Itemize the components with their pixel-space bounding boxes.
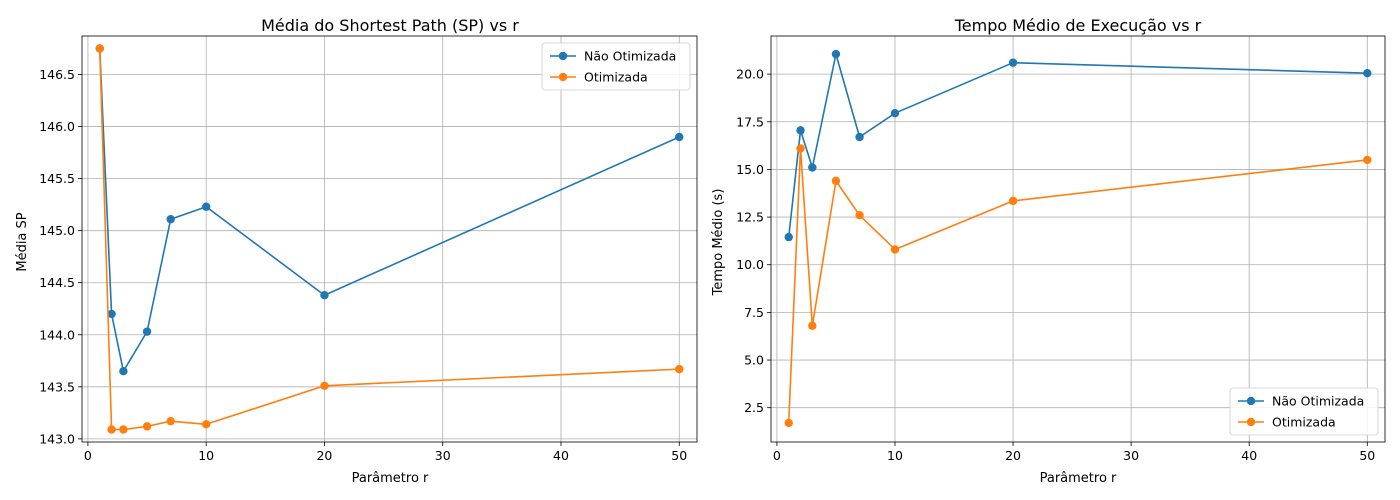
series-line (98, 48, 680, 373)
chart-exec-time: Tempo Médio de Execução vs r Parâmetro r… (711, 16, 1386, 486)
axes-frame (770, 35, 1386, 443)
y-tick-label: 143.0 (39, 431, 75, 446)
legend-label: Não Otimizada (584, 49, 676, 64)
data-point (890, 245, 900, 254)
legend-marker (558, 72, 568, 82)
data-point (675, 132, 684, 142)
data-point (201, 420, 211, 429)
data-point (142, 327, 152, 336)
series-1 (784, 144, 1372, 428)
chart-title: Média do Shortest Path (SP) vs r (261, 16, 519, 35)
legend-marker (1246, 417, 1256, 427)
data-point (119, 367, 128, 376)
legend-marker (1246, 396, 1256, 406)
x-axis-label: Parâmetro r (352, 471, 429, 486)
y-tick-label: 12.5 (736, 210, 764, 225)
legend: Não Otimizada Otimizada (1229, 387, 1379, 436)
data-point (831, 176, 841, 186)
chart-sp-mean: Média do Shortest Path (SP) vs r Parâmet… (15, 16, 698, 486)
series-0 (95, 44, 684, 376)
y-tick-label: 145.0 (39, 223, 75, 238)
data-point (890, 108, 900, 118)
y-tick-label: 146.0 (39, 119, 75, 134)
data-point (796, 144, 805, 153)
data-point (796, 126, 805, 135)
data-point (1363, 155, 1372, 165)
y-tick-label: 20.0 (736, 67, 764, 82)
data-point (320, 381, 329, 390)
data-point (1363, 68, 1372, 78)
legend-label: Otimizada (584, 70, 648, 85)
y-tick-label: 146.5 (39, 67, 75, 82)
y-tick-label: 145.5 (39, 171, 75, 186)
y-tick-label: 7.5 (744, 305, 764, 320)
x-axis-label: Parâmetro r (1040, 471, 1117, 486)
y-tick-label: 143.5 (39, 379, 75, 394)
x-tick-label: 20 (1005, 448, 1021, 463)
y-tick-label: 144.0 (39, 327, 75, 342)
grid (771, 36, 1385, 442)
axes-frame (81, 35, 698, 443)
legend-box (541, 42, 691, 91)
data-point (1008, 58, 1018, 67)
series-line (98, 48, 680, 431)
y-axis-label: Tempo Médio (s) (711, 189, 726, 297)
x-tick-label: 40 (553, 448, 569, 463)
x-tick-label: 10 (198, 448, 214, 463)
data-point (675, 364, 684, 374)
data-point (784, 232, 793, 242)
x-tick-label: 40 (1241, 448, 1257, 463)
data-point (784, 418, 793, 428)
data-point (320, 291, 329, 300)
data-point (166, 215, 175, 224)
data-point (1008, 196, 1018, 206)
legend-box (1229, 387, 1379, 436)
series-line (787, 147, 1368, 423)
y-tick-label: 2.5 (744, 400, 764, 415)
data-point (808, 163, 817, 172)
chart-title: Tempo Médio de Execução vs r (954, 16, 1202, 35)
legend-label: Otimizada (1272, 415, 1336, 430)
data-point (201, 202, 211, 211)
x-tick-label: 30 (1123, 448, 1139, 463)
data-point (119, 425, 128, 434)
legend: Não Otimizada Otimizada (541, 42, 691, 91)
legend-marker (558, 51, 568, 61)
x-tick-label: 30 (435, 448, 451, 463)
y-axis-label: Média SP (15, 212, 30, 271)
series-1 (95, 44, 684, 434)
y-tick-label: 17.5 (736, 114, 764, 129)
data-point (107, 309, 116, 319)
x-tick-label: 10 (887, 448, 903, 463)
data-point (855, 132, 864, 142)
data-point (855, 210, 864, 220)
y-tick-label: 5.0 (744, 353, 764, 368)
grid (82, 36, 697, 442)
data-point (808, 321, 817, 330)
x-tick-label: 0 (84, 448, 92, 463)
y-tick-label: 144.5 (39, 275, 75, 290)
x-tick-label: 50 (1359, 448, 1375, 463)
data-point (107, 425, 116, 434)
series-0 (784, 49, 1372, 242)
data-point (95, 44, 104, 53)
legend-label: Não Otimizada (1272, 394, 1364, 409)
data-point (166, 416, 175, 426)
x-tick-label: 0 (773, 448, 781, 463)
data-point (831, 49, 841, 59)
x-tick-label: 50 (671, 448, 687, 463)
series-line (787, 53, 1368, 238)
y-tick-label: 10.0 (736, 257, 764, 272)
x-tick-label: 20 (316, 448, 332, 463)
y-tick-label: 15.0 (736, 162, 764, 177)
data-point (142, 422, 152, 431)
